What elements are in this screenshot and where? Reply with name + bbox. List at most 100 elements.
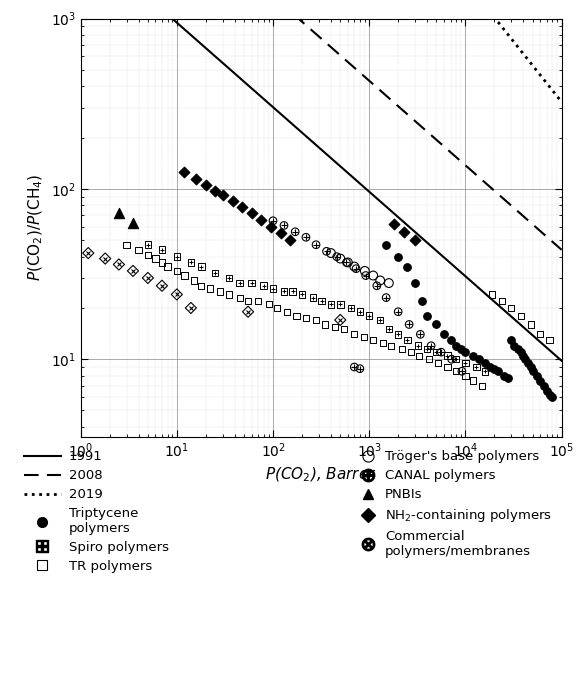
Point — [432, 319, 441, 330]
Point — [536, 375, 545, 386]
Point — [172, 266, 181, 277]
Point — [350, 261, 359, 272]
Point — [292, 310, 301, 321]
Point — [452, 366, 461, 377]
Point — [381, 239, 391, 250]
Point — [456, 343, 465, 354]
Point — [509, 341, 518, 352]
Point — [457, 366, 467, 377]
Point — [369, 334, 378, 345]
Point — [413, 341, 422, 352]
Point — [461, 370, 470, 381]
Point — [360, 266, 369, 277]
Point — [472, 361, 481, 372]
Point — [282, 306, 291, 317]
Point — [322, 246, 331, 257]
Point — [332, 251, 342, 262]
Point — [225, 272, 234, 283]
Point — [446, 334, 455, 345]
Point — [84, 248, 93, 259]
Point — [386, 341, 396, 352]
Point — [172, 289, 181, 300]
Point — [163, 261, 172, 272]
Point — [490, 363, 499, 374]
Point — [180, 167, 189, 178]
Point — [157, 257, 166, 268]
Point — [317, 295, 326, 306]
Point — [488, 289, 497, 300]
Point — [521, 354, 530, 365]
Point — [452, 354, 461, 365]
Point — [336, 299, 345, 310]
Point — [539, 380, 548, 391]
Point — [499, 370, 508, 381]
Point — [235, 292, 244, 303]
Point — [297, 289, 306, 300]
Point — [443, 350, 452, 361]
Point — [423, 310, 432, 321]
Point — [272, 303, 282, 314]
Point — [526, 361, 536, 372]
Point — [350, 329, 359, 340]
Point — [128, 266, 138, 277]
Point — [218, 190, 228, 201]
Point — [301, 312, 310, 323]
Point — [359, 332, 369, 343]
Point — [519, 350, 528, 361]
Point — [134, 244, 143, 255]
Point — [376, 314, 385, 325]
Point — [210, 186, 219, 197]
Point — [288, 286, 297, 297]
Point — [276, 228, 285, 239]
Point — [244, 295, 253, 306]
Point — [361, 270, 370, 281]
Point — [247, 277, 256, 288]
Point — [312, 314, 321, 325]
Point — [517, 347, 526, 358]
Point — [423, 343, 432, 354]
Point — [397, 343, 407, 354]
Point — [186, 303, 195, 314]
Point — [528, 366, 537, 377]
Point — [197, 261, 206, 272]
Point — [336, 253, 345, 264]
Point — [468, 375, 478, 386]
Point — [308, 292, 317, 303]
Point — [235, 277, 244, 288]
Point — [285, 235, 294, 246]
Point — [376, 275, 385, 286]
Point — [497, 295, 506, 306]
Y-axis label: $P$(CO$_2$)/$P$(CH$_4$): $P$(CO$_2$)/$P$(CH$_4$) — [26, 174, 45, 281]
Point — [475, 354, 484, 365]
Point — [406, 347, 415, 358]
Point — [327, 248, 336, 259]
Point — [342, 257, 351, 268]
Point — [336, 314, 345, 325]
Point — [478, 380, 487, 391]
Point — [403, 261, 412, 272]
Point — [247, 208, 256, 219]
Point — [225, 289, 234, 300]
Point — [172, 251, 181, 262]
Point — [513, 343, 522, 354]
Point — [411, 277, 420, 288]
Point — [443, 361, 452, 372]
Point — [365, 310, 374, 321]
Point — [480, 358, 490, 369]
Point — [417, 295, 426, 306]
Point — [340, 324, 349, 335]
Point — [192, 173, 201, 184]
Point — [461, 358, 470, 369]
Point — [128, 217, 138, 228]
Point — [507, 334, 516, 345]
Point — [384, 324, 393, 335]
Point — [393, 329, 403, 340]
Point — [393, 251, 403, 262]
Point — [542, 385, 551, 396]
Point — [101, 253, 110, 264]
Point — [290, 226, 300, 237]
Point — [157, 280, 166, 291]
Point — [507, 303, 516, 314]
Point — [312, 239, 321, 250]
Point — [279, 220, 289, 231]
